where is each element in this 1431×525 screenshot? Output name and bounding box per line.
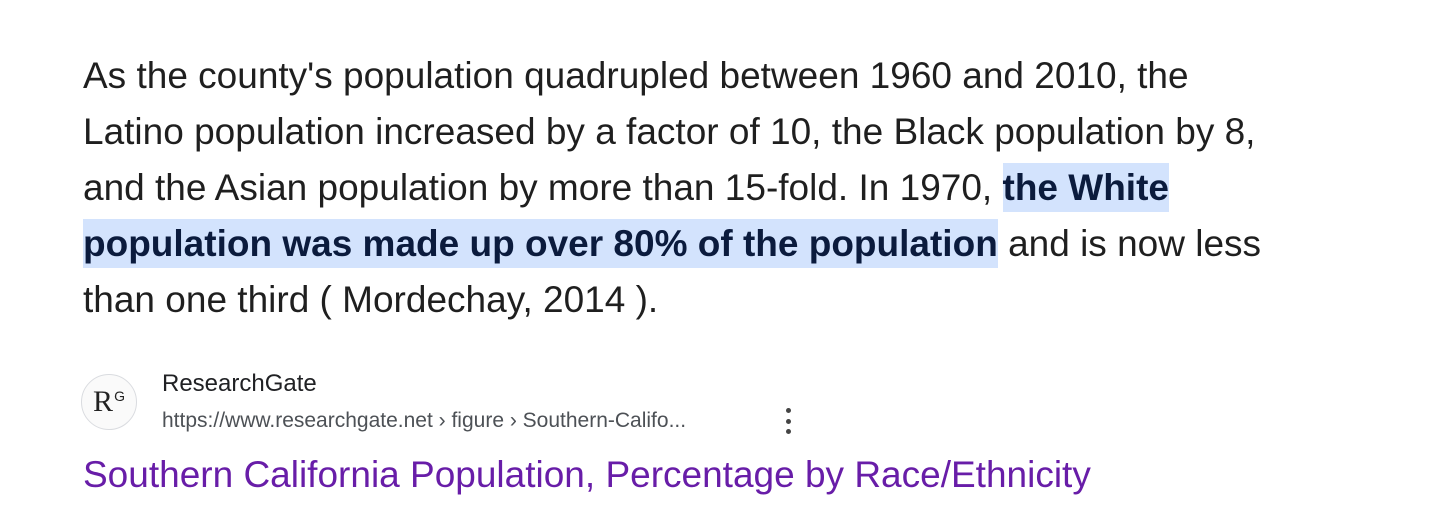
snippet-line: As the county's population quadrupled be…: [83, 55, 1189, 96]
snippet-text: and is now less: [997, 223, 1262, 264]
logo-superscript: G: [114, 388, 125, 404]
site-name[interactable]: ResearchGate: [162, 370, 317, 397]
more-vert-icon[interactable]: [781, 408, 795, 434]
snippet-line: than one third ( Mordechay, 2014 ).: [83, 279, 659, 320]
snippet-line: Latino population increased by a factor …: [83, 111, 1256, 152]
featured-snippet-text: As the county's population quadrupled be…: [83, 48, 1403, 328]
snippet-highlight: population was made up over 80% of the p…: [83, 219, 998, 268]
snippet-highlight: the White: [1002, 163, 1169, 212]
logo-letter: R: [93, 385, 114, 418]
snippet-text: and the Asian population by more than 15…: [83, 167, 1003, 208]
result-title-link[interactable]: Southern California Population, Percenta…: [83, 454, 1091, 495]
snippet-line: population was made up over 80% of the p…: [83, 216, 1403, 272]
snippet-line: and the Asian population by more than 15…: [83, 160, 1403, 216]
result-url[interactable]: https://www.researchgate.net › figure › …: [162, 409, 687, 432]
